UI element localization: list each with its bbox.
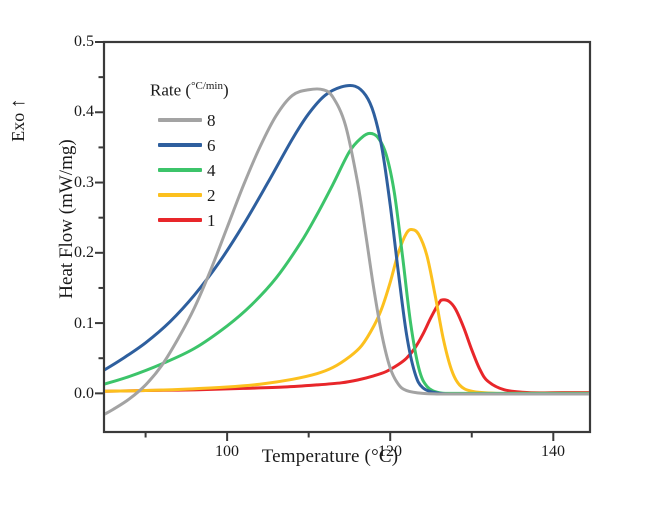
legend-item-label: 8	[207, 110, 216, 130]
legend-swatch-icon	[158, 118, 202, 123]
curve-rate-8	[105, 87, 589, 416]
exo-label: Exo ↑	[7, 98, 29, 142]
exo-arrow-icon: ↑	[7, 98, 29, 109]
y-axis-title-wrapper: Heat Flow (mW/mg)	[56, 9, 84, 429]
legend-item: 8	[146, 108, 229, 133]
curve-rate-1	[105, 298, 589, 395]
legend-title-close: )	[222, 80, 229, 100]
legend-rows: 8 6 4 2 1	[146, 108, 229, 233]
legend-swatch-icon	[158, 168, 202, 173]
axes-frame	[102, 40, 592, 434]
y-tick-label: 0.5	[74, 33, 94, 50]
y-tick-label: 0.2	[74, 244, 94, 261]
legend: Rate (°C/min) 8 6 4 2 1	[146, 80, 229, 233]
legend-item: 2	[146, 183, 229, 208]
y-axis-title: Heat Flow (mW/mg)	[56, 139, 77, 299]
legend-title-main: Rate (	[150, 80, 192, 100]
legend-title-unit: °C/min	[191, 80, 223, 92]
legend-swatch-icon	[158, 218, 202, 223]
legend-item-label: 4	[207, 160, 216, 180]
legend-swatch-icon	[158, 143, 202, 148]
curve-rate-2	[105, 228, 589, 396]
legend-item: 1	[146, 208, 229, 233]
x-tick-label: 140	[541, 443, 565, 460]
legend-title: Rate (°C/min)	[150, 80, 229, 101]
x-tick-label: 120	[378, 443, 402, 460]
axis-ticks	[95, 41, 555, 441]
y-tick-label: 0.3	[74, 174, 94, 191]
y-tick-label: 0.0	[74, 385, 94, 402]
legend-item-label: 2	[207, 185, 216, 205]
exo-text: Exo	[8, 112, 28, 142]
legend-swatch-icon	[158, 193, 202, 198]
x-axis-title: Temperature (°C)	[261, 446, 399, 467]
legend-item-label: 6	[207, 135, 216, 155]
legend-item: 4	[146, 158, 229, 183]
legend-item-label: 1	[207, 210, 216, 230]
x-tick-label: 100	[215, 443, 239, 460]
exo-annotation-wrapper: Exo ↑	[7, 30, 33, 210]
y-tick-label: 0.4	[74, 103, 94, 120]
y-tick-label: 0.1	[74, 315, 94, 332]
legend-item: 6	[146, 133, 229, 158]
data-curves	[105, 83, 589, 416]
